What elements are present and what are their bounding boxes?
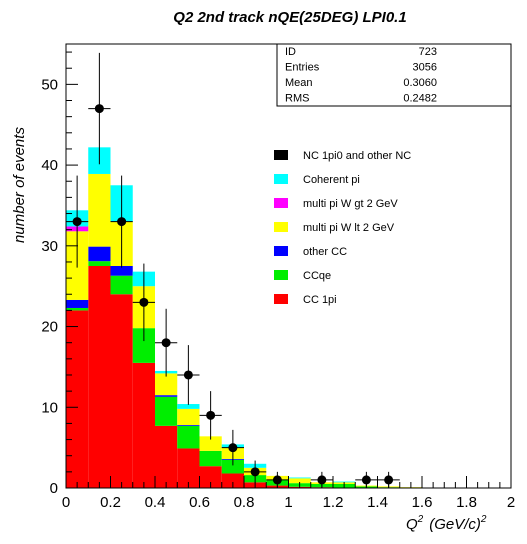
legend: NC 1pi0 and other NC Coherent pi multi pi …	[274, 150, 411, 306]
x-tick-label-9: 1.8	[456, 494, 477, 511]
stats-value-mean: 0.3060	[403, 77, 437, 89]
x-axis-label-unit-sup: 2	[480, 514, 487, 525]
y-tick-label-4: 40	[41, 157, 58, 174]
bar-cc-1pi-bin-7	[221, 473, 244, 488]
data-points	[66, 52, 400, 488]
data-point-1	[94, 104, 104, 114]
stats-value-rms: 0.2482	[403, 93, 437, 105]
y-tick-label-5: 50	[41, 76, 58, 93]
bar-ccqe-bin-6	[199, 450, 222, 467]
bar-multi-pi-w-lt-2-gev-bin-1	[88, 173, 111, 247]
x-tick-label-10: 2	[507, 494, 515, 511]
data-point-10	[317, 475, 327, 485]
data-point-12	[384, 475, 394, 485]
bar-other-cc-bin-1	[88, 246, 111, 262]
bar-cc-1pi-bin-5	[177, 448, 200, 488]
bar-ccqe-bin-4	[155, 396, 178, 426]
legend-swatch-5	[274, 270, 288, 280]
x-tick-label-6: 1.2	[323, 494, 344, 511]
stats-value-entries: 3056	[413, 62, 437, 74]
bar-cc-1pi-bin-6	[199, 466, 222, 488]
x-tick-label-8: 1.6	[412, 494, 433, 511]
x-tick-label-2: 0.4	[145, 494, 166, 511]
data-point-7	[228, 443, 238, 453]
legend-label-3: multi pi W lt 2 GeV	[303, 222, 395, 234]
bar-cc-1pi-bin-2	[110, 294, 133, 488]
bar-other-cc-bin-0	[66, 299, 89, 308]
bar-other-cc-bin-2	[110, 266, 133, 276]
chart-title: Q2 2nd track nQE(25DEG) LPI0.1	[173, 9, 406, 26]
legend-label-5: CCqe	[303, 270, 331, 282]
y-tick-label-3: 30	[41, 238, 58, 255]
bar-ccqe-bin-3	[132, 328, 155, 363]
bar-coherent-pi-bin-10	[288, 477, 311, 479]
y-tick-label-1: 10	[41, 399, 58, 416]
legend-label-1: Coherent pi	[303, 174, 360, 186]
legend-swatch-1	[274, 174, 288, 184]
bar-ccqe-bin-5	[177, 425, 200, 449]
bar-cc-1pi-bin-3	[132, 362, 155, 488]
bar-multi-pi-w-lt-2-gev-bin-5	[177, 408, 200, 426]
x-axis-label-main: Q	[406, 516, 418, 533]
y-axis-label: number of events	[11, 127, 28, 243]
legend-label-0: NC 1pi0 and other NC	[303, 150, 411, 162]
x-axis-label-sup: 2	[417, 514, 424, 525]
data-point-0	[72, 217, 82, 227]
data-point-8	[250, 467, 260, 477]
stats-box: ID 723 Entries 3056 Mean 0.3060 RMS 0.2482	[276, 43, 512, 107]
y-tick-label-0: 0	[50, 480, 58, 497]
legend-swatch-0	[274, 150, 288, 160]
x-axis-label: Q2 (GeV/c)2	[406, 514, 487, 533]
bar-cc-1pi-bin-0	[66, 310, 89, 488]
stats-value-id: 723	[419, 46, 437, 58]
bar-multi-pi-w-lt-2-gev-bin-4	[155, 373, 178, 396]
x-axis: 0 0.2 0.4 0.6 0.8 1 1.2 1.4 1.6 1.8 2	[62, 476, 515, 511]
bar-coherent-pi-bin-5	[177, 404, 200, 409]
x-tick-label-7: 1.4	[367, 494, 388, 511]
x-tick-label-1: 0.2	[100, 494, 121, 511]
legend-label-2: multi pi W gt 2 GeV	[303, 198, 398, 210]
stats-label-mean: Mean	[285, 77, 313, 89]
data-point-11	[361, 475, 371, 485]
data-point-9	[272, 475, 282, 485]
stacked-bars	[66, 147, 467, 488]
stats-label-id: ID	[285, 46, 296, 58]
x-tick-label-3: 0.6	[189, 494, 210, 511]
x-tick-label-5: 1	[284, 494, 292, 511]
bar-ccqe-bin-1	[88, 261, 111, 266]
stats-label-rms: RMS	[285, 93, 309, 105]
data-point-5	[183, 370, 193, 380]
legend-label-6: CC 1pi	[303, 294, 337, 306]
bar-other-cc-bin-4	[155, 395, 178, 397]
bar-cc-1pi-bin-4	[155, 425, 178, 488]
legend-label-4: other CC	[303, 246, 347, 258]
bar-other-cc-bin-5	[177, 425, 200, 426]
legend-swatch-4	[274, 246, 288, 256]
data-point-2	[117, 217, 127, 227]
bar-ccqe-bin-0	[66, 307, 89, 311]
data-point-4	[161, 338, 171, 348]
bar-coherent-pi-bin-12	[333, 481, 356, 483]
legend-swatch-3	[274, 222, 288, 232]
data-point-6	[206, 410, 216, 420]
y-axis: 0 10 20 30 40 50	[41, 51, 78, 497]
x-tick-label-0: 0	[62, 494, 70, 511]
bar-cc-1pi-bin-1	[88, 266, 111, 488]
bar-multi-pi-w-lt-2-gev-bin-6	[199, 436, 222, 451]
stats-label-entries: Entries	[285, 62, 320, 74]
bar-ccqe-bin-2	[110, 275, 133, 295]
data-point-3	[139, 297, 149, 307]
bar-multi-pi-w-lt-2-gev-bin-10	[288, 478, 311, 484]
y-tick-label-2: 20	[41, 319, 58, 336]
legend-swatch-2	[274, 198, 288, 208]
x-tick-label-4: 0.8	[234, 494, 255, 511]
legend-swatch-6	[274, 294, 288, 304]
x-axis-label-unit: (GeV/c)	[429, 516, 481, 533]
bar-ccqe-bin-7	[221, 459, 244, 474]
